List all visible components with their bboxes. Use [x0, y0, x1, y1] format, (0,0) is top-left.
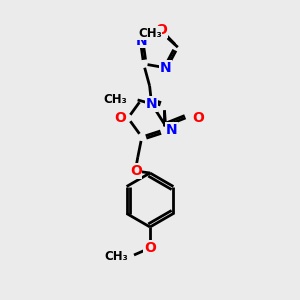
- Text: CH₃: CH₃: [104, 93, 128, 106]
- Text: N: N: [146, 97, 158, 111]
- Text: N: N: [166, 123, 178, 137]
- Text: CH₃: CH₃: [138, 27, 162, 40]
- Text: O: O: [193, 111, 205, 125]
- Text: N: N: [160, 61, 172, 75]
- Text: CH₃: CH₃: [104, 250, 128, 263]
- Text: O: O: [114, 111, 126, 125]
- Text: O: O: [155, 23, 167, 37]
- Text: O: O: [130, 164, 142, 178]
- Text: N: N: [136, 34, 147, 48]
- Text: O: O: [144, 241, 156, 255]
